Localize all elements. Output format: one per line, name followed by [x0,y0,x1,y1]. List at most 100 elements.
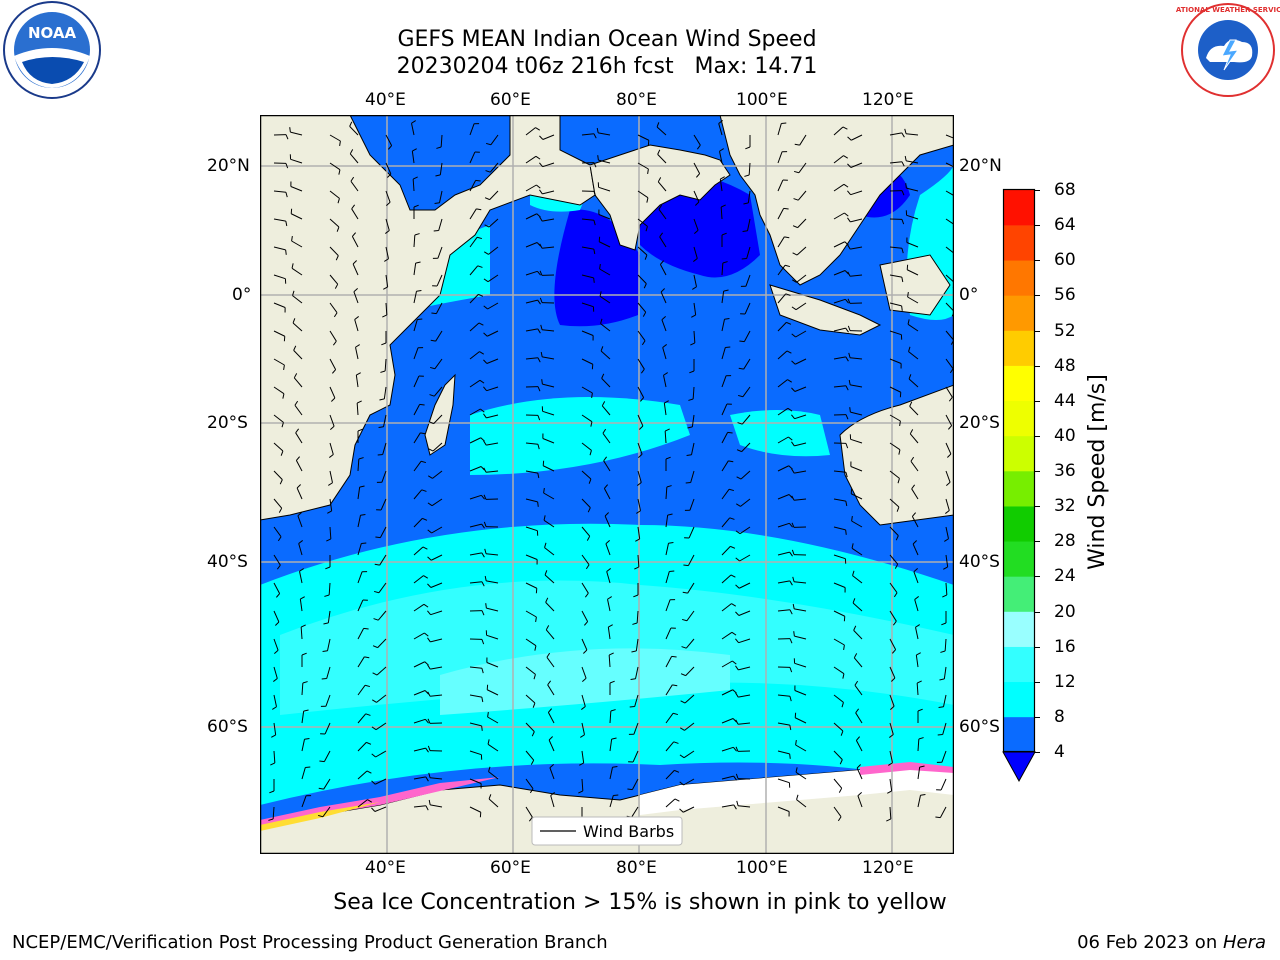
wind-barb-tick [898,449,901,455]
wind-barb-tick [380,370,386,373]
right-lat-label: 60°S [959,717,1000,737]
wind-barb [777,609,790,612]
wind-barb-tick [301,652,307,656]
wind-barb [273,302,286,308]
wind-barb [637,190,649,199]
wind-barb [273,358,285,366]
wind-barb-tick [603,456,608,462]
wind-barb-tick [664,400,669,404]
wind-barb-tick [904,155,907,162]
wind-barb-tick [349,149,354,155]
wind-barb [469,581,482,584]
wind-barb-tick [946,481,951,486]
wind-barb-tick [644,254,648,260]
wind-barb-tick [304,737,310,740]
wind-barb [273,218,286,222]
wind-barb [525,722,535,732]
wind-barb-tick [847,244,851,250]
wind-barb [794,662,807,668]
wind-barb-tick [789,638,793,644]
wind-barb [413,747,426,752]
wind-barb [665,798,676,808]
colorbar-tick-label: 32 [1054,496,1076,517]
wind-barb [721,660,733,668]
wind-barb-tick [483,467,487,473]
colorbar-tick-mark [1034,576,1040,578]
wind-barb-tick [549,764,554,769]
wind-barb-tick [913,568,918,573]
land-borneo [879,254,951,316]
wind-barb-tick [667,513,673,516]
wind-barb [637,470,642,483]
wind-barb [486,358,499,364]
colorbar-tick-mark [1034,646,1040,648]
wind-barb [525,610,537,618]
wind-barb [945,442,952,455]
wind-barb-tick [366,741,372,745]
wind-barb-tick [793,198,799,201]
wind-barb-tick [854,680,859,686]
wind-barb [385,274,389,287]
wind-barb-tick [789,522,793,528]
wind-barb [663,375,667,388]
wind-barb [413,718,426,724]
wind-barb [525,750,535,761]
wind-barb [542,356,555,360]
wind-barb-tick [530,759,535,765]
wind-barb [796,246,807,256]
wind-barb-tick [735,530,741,535]
wind-barb [663,403,667,416]
colorbar-band [1004,225,1034,261]
wind-barb-tick [353,288,358,293]
wind-barb [430,610,443,616]
wind-barb [721,804,734,808]
wind-barb-tick [481,523,485,529]
wind-barb [543,492,555,500]
wind-barb-tick [630,678,636,681]
wind-barb-tick [683,564,689,567]
wind-barb [855,740,863,752]
wind-barb [889,358,902,364]
wind-barb [329,414,335,427]
wind-barb [908,378,919,388]
wind-barb-tick [483,332,488,337]
wind-barb-tick [420,432,426,435]
wind-barb-tick [723,289,729,292]
wind-barb [272,806,275,820]
wind-barb [721,746,734,752]
wind-barb-tick [735,557,740,562]
wind-barb-tick [476,208,482,211]
wind-barb-tick [436,146,442,149]
wind-barb [546,656,555,668]
wind-barb [889,132,902,136]
wind-barb [581,722,585,735]
wind-barb [357,656,365,668]
wind-barb-tick [847,325,851,331]
wind-barb-tick [637,482,642,486]
wind-barb [795,744,807,752]
wind-barb [602,432,611,444]
wind-barb-tick [646,197,649,203]
colorbar-tick-mark [1034,681,1040,683]
wind-barb-tick [671,655,677,658]
wind-barb [833,270,846,276]
wind-barb [656,126,667,136]
wind-barb [721,403,728,416]
wind-barb-tick [480,466,485,471]
wind-barb [431,526,443,534]
wind-barb [906,269,919,276]
wind-barb-tick [383,286,388,290]
wind-barb-tick [364,656,370,659]
wind-barb-tick [271,734,276,738]
wind-barb-tick [285,220,288,227]
colorbar-under-triangle [1002,751,1036,783]
wind-barb [719,151,723,164]
wind-barb [850,411,863,416]
wind-barb [469,523,482,528]
wind-barb [487,743,499,752]
colorbar-tick-label: 12 [1054,671,1076,692]
wind-barb-tick [845,414,849,420]
wind-barb [525,184,537,192]
wind-barb-tick [845,298,849,304]
wind-barb-tick [679,808,684,813]
